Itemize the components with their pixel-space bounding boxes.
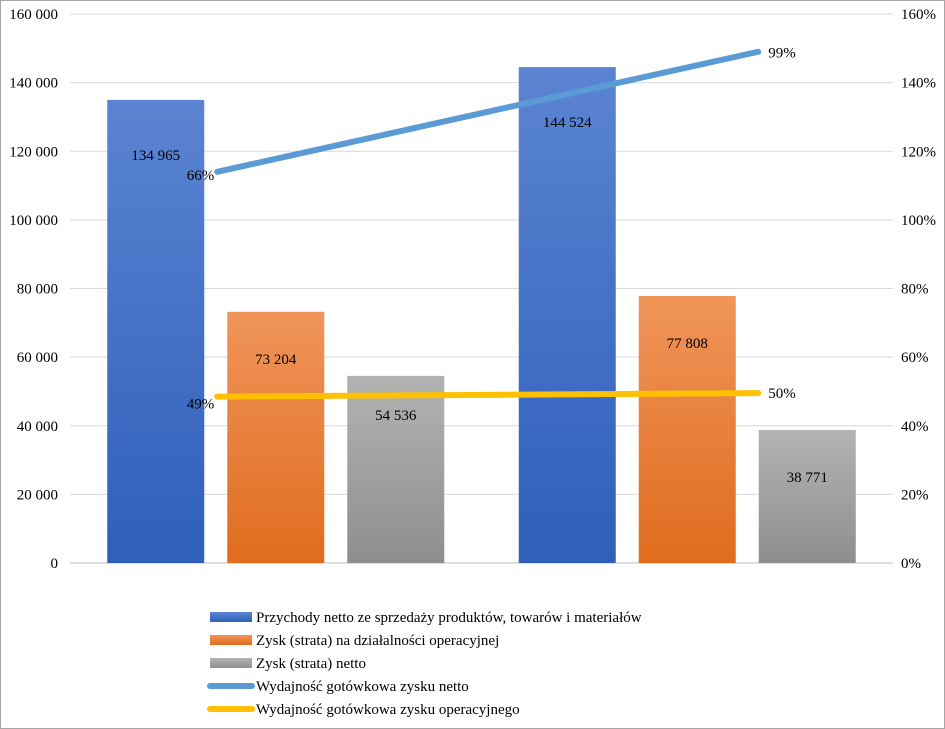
bar-data-label: 38 771 [787,470,828,486]
series-line [214,390,762,400]
y-right-tick-label: 40% [901,419,929,435]
bar-data-label: 54 536 [375,408,417,424]
bar [107,99,205,564]
y-right-tick-label: 160% [901,7,936,23]
legend-label: Wydajność gotówkowa zysku operacyjnego [256,702,520,718]
y-right-tick-label: 80% [901,282,929,298]
legend: Przychody netto ze sprzedaży produktów, … [207,610,642,718]
axes: 0 20 000 40 000 60 000 80 000 100 000 120 000 1… [9,7,936,572]
legend-label: Zysk (strata) na działalności operacyjne… [256,633,499,649]
bar [638,296,736,563]
y-left-tick-label: 0 [51,556,59,572]
legend-label: Zysk (strata) netto [256,656,366,672]
y-right-tick-label: 20% [901,487,929,503]
y-left-tick-label: 100 000 [9,213,58,229]
bar [347,375,445,563]
y-left-tick-label: 60 000 [17,350,58,366]
bar [758,429,856,563]
y-left-tick-label: 40 000 [17,419,58,435]
y-right-tick-label: 120% [901,144,936,160]
line-data-label: 49% [187,397,215,413]
bar-data-label: 134 965 [131,148,180,164]
legend-swatch [210,635,252,645]
bar-data-label: 144 524 [543,115,592,131]
bar [518,67,616,564]
y-left-tick-label: 80 000 [17,282,58,298]
y-left-tick-label: 120 000 [9,144,58,160]
bar [227,311,325,563]
line-data-label: 50% [768,386,796,402]
y-right-tick-label: 60% [901,350,929,366]
legend-label: Wydajność gotówkowa zysku netto [256,679,469,695]
bar-series [107,67,856,564]
data-labels: 134 965 73 204 54 536 144 524 77 808 38 771 66… [131,46,828,486]
legend-swatch [210,612,252,622]
bar-data-label: 73 204 [255,352,297,368]
y-right-tick-label: 0% [901,556,921,572]
line-data-label: 99% [768,46,796,62]
line-series [214,48,762,400]
series-line [214,48,762,175]
y-left-tick-label: 140 000 [9,76,58,92]
bar-data-label: 77 808 [667,336,708,352]
y-left-tick-label: 160 000 [9,7,58,23]
y-right-tick-label: 100% [901,213,936,229]
y-left-tick-label: 20 000 [17,487,58,503]
legend-swatch [210,658,252,668]
legend-label: Przychody netto ze sprzedaży produktów, … [256,610,642,626]
line-data-label: 66% [187,168,215,184]
y-right-tick-label: 140% [901,76,936,92]
